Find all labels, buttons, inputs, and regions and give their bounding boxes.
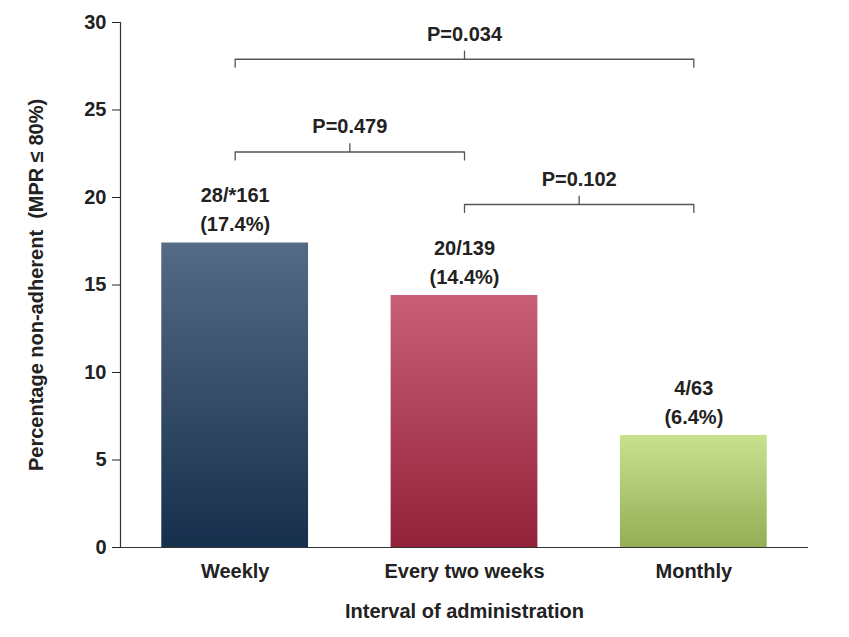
- svg-text:20: 20: [84, 186, 106, 208]
- svg-text:20/139(14.4%): 20/139(14.4%): [429, 237, 499, 288]
- svg-text:Weekly: Weekly: [201, 560, 270, 582]
- svg-text:Every two weeks: Every two weeks: [384, 560, 544, 582]
- svg-text:Monthly: Monthly: [656, 560, 734, 582]
- svg-text:Interval of administration: Interval of administration: [345, 600, 584, 622]
- svg-text:4/63(6.4%): 4/63(6.4%): [664, 377, 723, 428]
- svg-text:Percentage non-adherent (MPR: Percentage non-adherent (MPR ≤ 80%): [25, 99, 47, 471]
- svg-text:25: 25: [84, 98, 106, 120]
- svg-text:5: 5: [95, 448, 106, 470]
- svg-text:P=0.479: P=0.479: [312, 115, 387, 137]
- svg-text:0: 0: [95, 536, 106, 558]
- svg-text:15: 15: [84, 273, 106, 295]
- svg-text:P=0.102: P=0.102: [542, 168, 617, 190]
- svg-text:30: 30: [84, 11, 106, 33]
- svg-text:P=0.034: P=0.034: [427, 23, 503, 45]
- svg-text:28/*161(17.4%): 28/*161(17.4%): [200, 184, 270, 235]
- svg-text:10: 10: [84, 361, 106, 383]
